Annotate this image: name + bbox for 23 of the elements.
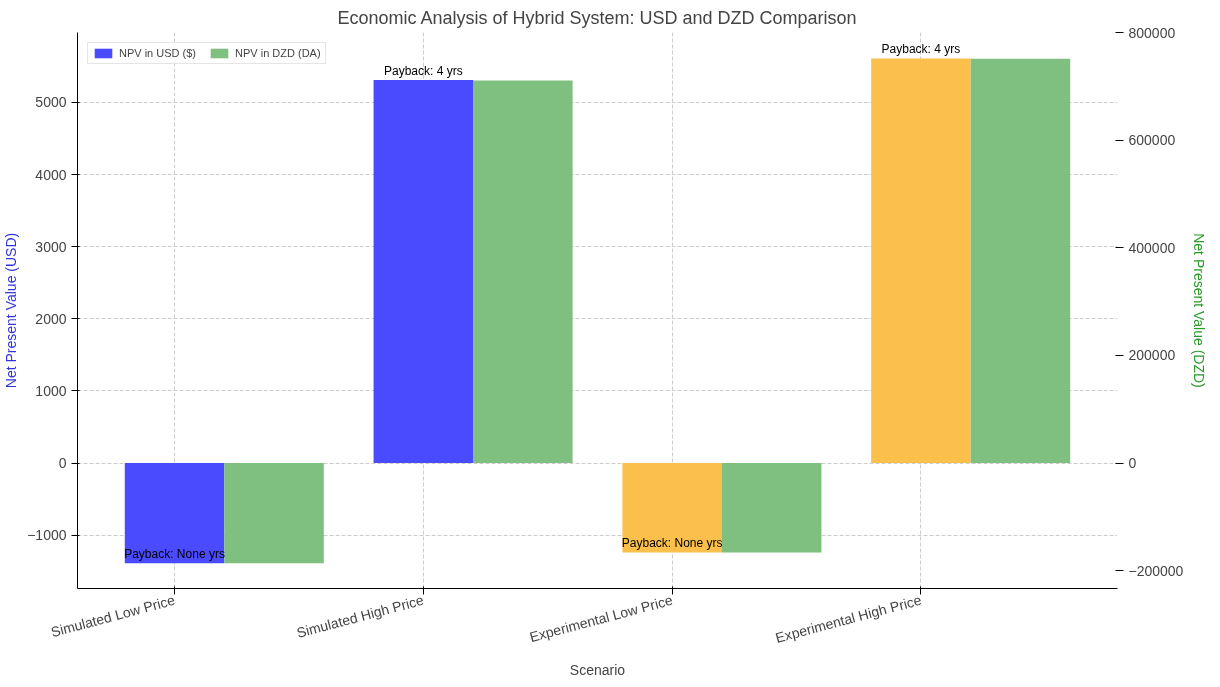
y-tick-label: 5000 (35, 94, 67, 111)
y2-tick-label: 200000 (1128, 347, 1176, 364)
y-tick-label: −1000 (27, 527, 67, 544)
annotation: Payback: None yrs (621, 536, 723, 551)
y2-axis-title: Net Present Value (DZD) (1191, 233, 1208, 388)
annotation: Payback: None yrs (124, 547, 225, 562)
annotation: Payback: 4 yrs (383, 64, 463, 79)
y2-tick-label: −200000 (1128, 562, 1184, 579)
chart-title: Economic Analysis of Hybrid System: USD and DZD Comparison (337, 7, 857, 28)
y-tick-label: 0 (58, 455, 67, 472)
legend-label: NPV in DZD (DA) (235, 47, 321, 59)
y2-tick-label: 400000 (1128, 239, 1176, 256)
y-tick-label: 4000 (35, 166, 67, 183)
y-tick-label: 2000 (35, 310, 67, 327)
y-tick-label: 3000 (35, 238, 67, 255)
y2-tick-label: 0 (1128, 455, 1137, 472)
y2-tick-label: 600000 (1128, 132, 1176, 149)
y2-tick-label: 800000 (1128, 24, 1176, 41)
y-axis-title: Net Present Value (USD) (3, 232, 20, 389)
annotation: Payback: 4 yrs (881, 42, 961, 57)
legend-label: NPV in USD ($) (119, 47, 197, 59)
y-tick-label: 1000 (35, 382, 67, 399)
x-axis-title: Scenario (569, 661, 626, 678)
